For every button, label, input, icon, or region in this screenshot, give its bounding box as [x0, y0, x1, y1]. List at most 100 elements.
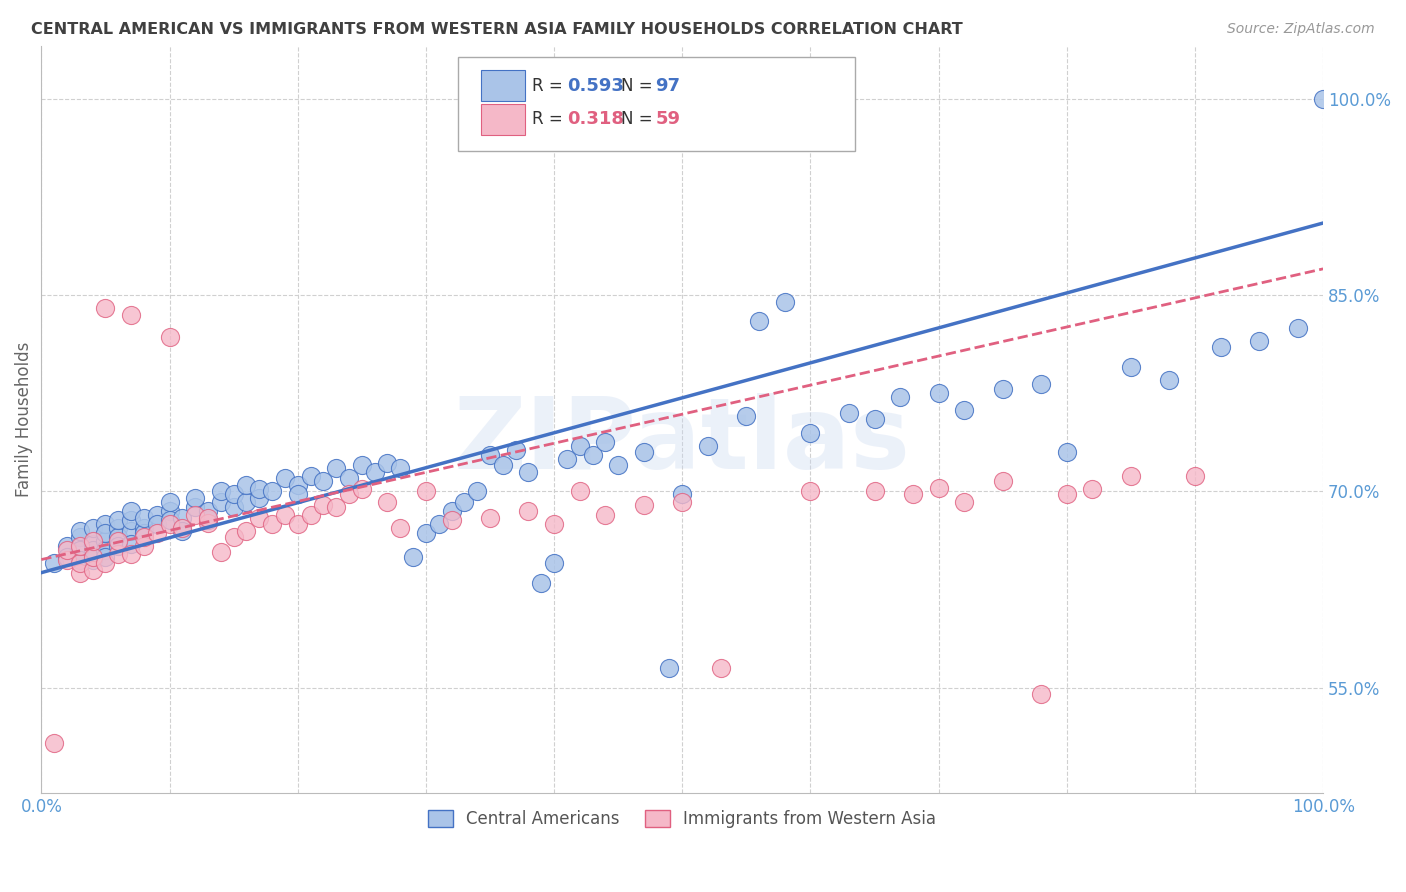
Point — [120, 524, 142, 538]
Point — [633, 445, 655, 459]
Point — [299, 468, 322, 483]
Point — [94, 549, 117, 564]
Point — [184, 500, 207, 515]
Point — [991, 382, 1014, 396]
Point — [132, 530, 155, 544]
Point — [69, 566, 91, 580]
Point — [159, 330, 181, 344]
Point — [145, 508, 167, 522]
Point — [56, 552, 79, 566]
Text: N =: N = — [620, 77, 658, 95]
Point — [82, 537, 104, 551]
Point — [953, 403, 976, 417]
Point — [260, 484, 283, 499]
Point — [274, 508, 297, 522]
Point — [94, 526, 117, 541]
Point — [1029, 377, 1052, 392]
Point — [671, 495, 693, 509]
Point — [568, 439, 591, 453]
Point — [120, 537, 142, 551]
Point — [159, 504, 181, 518]
Point — [1184, 468, 1206, 483]
Point — [132, 540, 155, 554]
Point — [69, 524, 91, 538]
Point — [172, 521, 194, 535]
Point — [377, 495, 399, 509]
Text: R =: R = — [533, 77, 568, 95]
Point — [1056, 445, 1078, 459]
Point — [222, 487, 245, 501]
Point — [69, 540, 91, 554]
Point — [427, 517, 450, 532]
Point — [94, 517, 117, 532]
Point — [44, 557, 66, 571]
Point — [505, 442, 527, 457]
Point — [492, 458, 515, 473]
Point — [107, 534, 129, 549]
Point — [69, 552, 91, 566]
Point — [555, 451, 578, 466]
Point — [132, 510, 155, 524]
Point — [595, 508, 617, 522]
Point — [543, 517, 565, 532]
Point — [1286, 320, 1309, 334]
Point — [633, 498, 655, 512]
Point — [120, 308, 142, 322]
Point — [415, 526, 437, 541]
Point — [132, 526, 155, 541]
Point — [197, 504, 219, 518]
Point — [799, 484, 821, 499]
Point — [120, 547, 142, 561]
Point — [568, 484, 591, 499]
Point — [197, 513, 219, 527]
Text: R =: R = — [533, 111, 568, 128]
Point — [863, 484, 886, 499]
Point — [748, 314, 770, 328]
Point — [209, 484, 232, 499]
Point — [389, 461, 412, 475]
Point — [1056, 487, 1078, 501]
Point — [247, 491, 270, 505]
Point — [159, 495, 181, 509]
Point — [337, 487, 360, 501]
Point — [107, 521, 129, 535]
Point — [82, 552, 104, 566]
Point — [710, 661, 733, 675]
Point — [107, 547, 129, 561]
Point — [94, 301, 117, 315]
Point — [581, 448, 603, 462]
Legend: Central Americans, Immigrants from Western Asia: Central Americans, Immigrants from Weste… — [420, 802, 945, 837]
Point — [44, 736, 66, 750]
Point — [1209, 340, 1232, 354]
Point — [377, 456, 399, 470]
Point — [350, 458, 373, 473]
Point — [389, 521, 412, 535]
Text: CENTRAL AMERICAN VS IMMIGRANTS FROM WESTERN ASIA FAMILY HOUSEHOLDS CORRELATION C: CENTRAL AMERICAN VS IMMIGRANTS FROM WEST… — [31, 22, 963, 37]
Point — [287, 487, 309, 501]
Point — [209, 544, 232, 558]
Point — [517, 504, 540, 518]
Point — [287, 517, 309, 532]
Point — [247, 482, 270, 496]
Point — [1312, 92, 1334, 106]
Point — [1029, 688, 1052, 702]
Point — [530, 576, 553, 591]
Point — [901, 487, 924, 501]
Point — [928, 386, 950, 401]
Point — [82, 534, 104, 549]
Point — [478, 510, 501, 524]
Point — [799, 425, 821, 440]
Point — [159, 513, 181, 527]
Point — [107, 530, 129, 544]
Point — [838, 406, 860, 420]
Point — [82, 521, 104, 535]
Point — [69, 530, 91, 544]
Point — [299, 508, 322, 522]
Point — [184, 491, 207, 505]
Point — [82, 543, 104, 558]
Text: 97: 97 — [655, 77, 681, 95]
Point — [69, 557, 91, 571]
Point — [1247, 334, 1270, 348]
Point — [350, 482, 373, 496]
Point — [145, 517, 167, 532]
